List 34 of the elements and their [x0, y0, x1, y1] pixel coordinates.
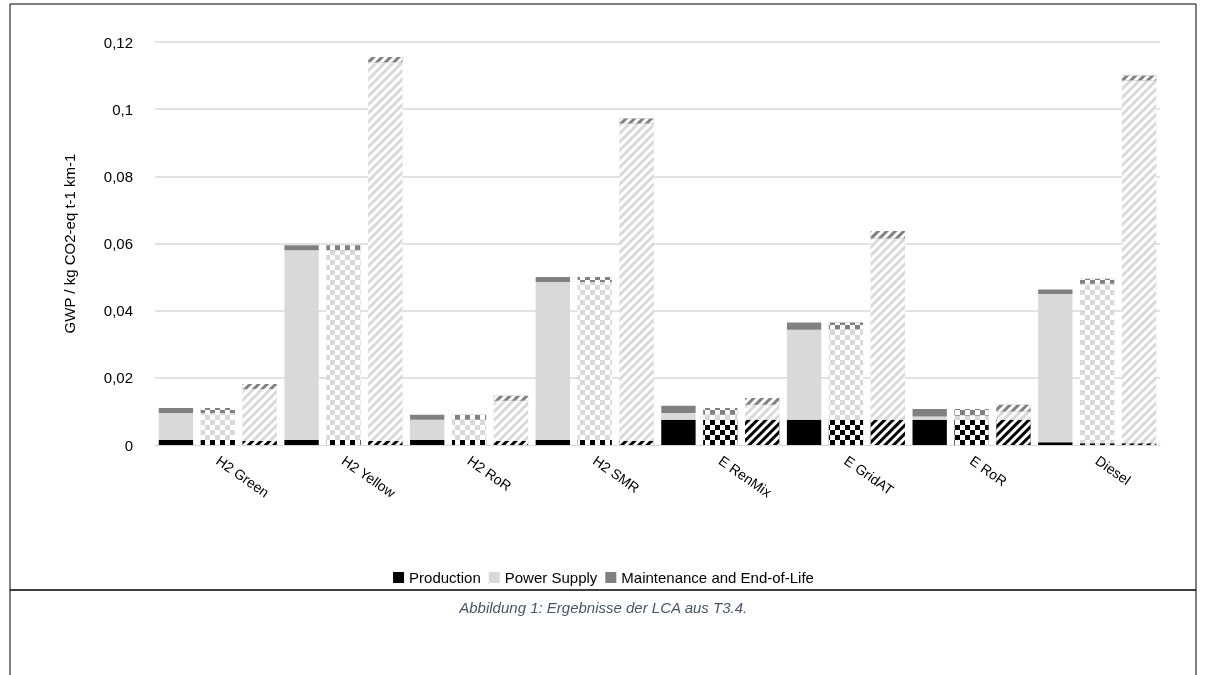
x-tick-label: H2 RoR [464, 452, 515, 495]
y-tick-label: 0,06 [103, 235, 133, 252]
bar [912, 419, 947, 445]
text: Abbildung 1: Ergebnisse der LCA aus T3.4. [458, 599, 748, 616]
x-tick-label: E RoR [966, 452, 1010, 490]
bar [1038, 289, 1073, 294]
bar [410, 419, 445, 440]
bar [786, 322, 822, 330]
bar [661, 419, 696, 445]
bar [158, 408, 194, 414]
bar [912, 416, 947, 420]
bar [284, 439, 319, 445]
bar [158, 439, 194, 445]
bar [535, 439, 570, 445]
bar [786, 419, 822, 445]
legend-label: Maintenance and End-of-Life [621, 569, 814, 586]
legend-label: Production [409, 569, 481, 586]
bar [535, 277, 570, 283]
bar [1038, 442, 1073, 445]
y-tick-label: 0,08 [103, 167, 133, 185]
bar [284, 245, 319, 251]
bar [410, 439, 445, 445]
y-tick-label: 0,12 [103, 33, 133, 51]
y-tick-label: 0,02 [103, 369, 133, 387]
bar [158, 413, 194, 440]
legend-label: Power Supply [504, 569, 598, 586]
y-axis-title: GWP / kg CO2-eq t-1 km-1 [61, 153, 78, 334]
bar [661, 405, 696, 414]
y-tick-label: 0,1 [112, 100, 133, 118]
bar [661, 413, 696, 420]
bar [912, 409, 947, 417]
bar [410, 414, 445, 420]
y-tick-label: 0 [124, 436, 133, 454]
y-tick-label: 0,04 [103, 302, 133, 320]
